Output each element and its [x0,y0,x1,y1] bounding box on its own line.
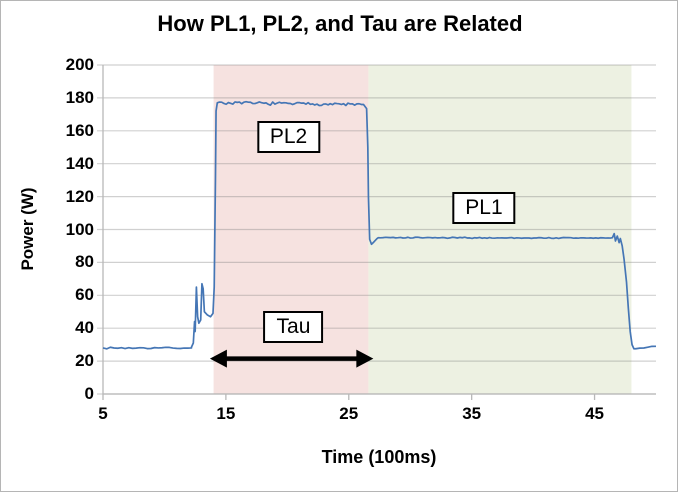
x-tick-label-15: 15 [216,404,236,423]
y-tick-label-100: 100 [65,219,94,239]
x-tick-label-35: 35 [462,404,482,423]
y-tick-label-120: 120 [65,186,94,206]
x-axis-title: Time (100ms) [321,447,437,467]
y-tick-label-20: 20 [75,351,94,371]
x-tick-label-25: 25 [339,404,359,423]
y-tick-label-200: 200 [65,55,94,74]
annotation-box-pl2: PL2 [256,121,321,154]
x-tick-label-5: 5 [98,404,108,423]
y-tick-label-0: 0 [84,384,94,403]
y-tick-label-60: 60 [75,285,94,305]
region-pl1-window [368,65,632,394]
y-tick-label-40: 40 [75,318,94,338]
y-tick-label-180: 180 [65,87,94,107]
chart-title: How PL1, PL2, and Tau are Related [157,11,523,36]
series-line-package-power [102,100,657,350]
annotation-box-tau: Tau [263,310,324,343]
annotation-box-pl1: PL1 [452,192,516,225]
arrow-head-right [356,349,374,368]
y-tick-label-140: 140 [65,153,94,173]
y-tick-label-160: 160 [65,120,94,140]
y-tick-label-80: 80 [75,252,94,272]
arrow-head-left [209,349,227,368]
x-tick-label-45: 45 [585,404,604,423]
